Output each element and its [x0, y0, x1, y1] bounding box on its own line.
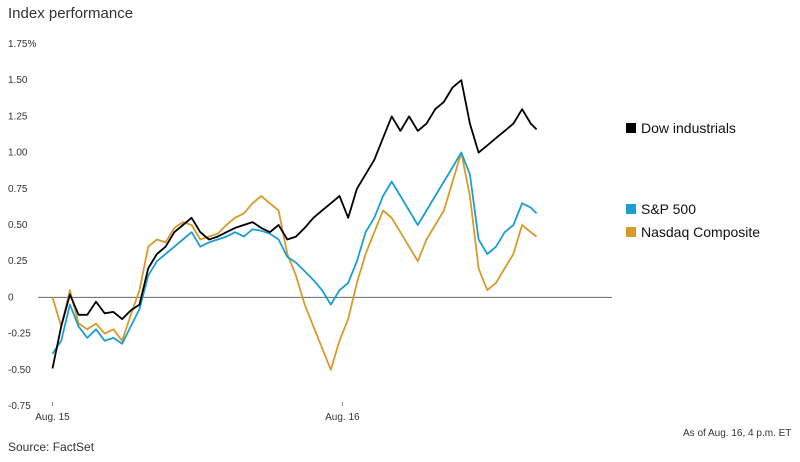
legend-label: Dow industrials [641, 120, 736, 136]
legend-label: S&P 500 [641, 201, 696, 217]
series-lines [51, 79, 538, 371]
as-of-note: As of Aug. 16, 4 p.m. ET [683, 428, 792, 439]
y-axis-ticks: -0.75 -0.50 -0.25 0 0.25 0.50 0.75 1.00 1.25 1.50… [8, 39, 36, 412]
series-line-nasdaq-composite [51, 151, 538, 371]
legend-swatch [626, 227, 636, 237]
y-tick-label: -0.75 [8, 401, 31, 412]
source-note: Source: FactSet [8, 440, 95, 454]
y-tick-label: 0.50 [8, 220, 28, 231]
y-tick-label: 1.00 [8, 148, 28, 159]
legend: Dow industrials S&P 500 Nasdaq Composite [626, 120, 760, 240]
y-tick-label: 1.75% [8, 39, 36, 50]
legend-swatch [626, 123, 636, 133]
series-line-s-p-500 [51, 151, 538, 355]
y-tick-label: 0 [8, 292, 14, 303]
y-tick-label: 0.75 [8, 184, 28, 195]
legend-label: Nasdaq Composite [641, 224, 760, 240]
y-tick-label: 0.25 [8, 256, 28, 267]
series-line-dow-industrials [51, 79, 538, 369]
y-tick-label: 1.50 [8, 75, 28, 86]
y-tick-label: 1.25 [8, 111, 28, 122]
y-tick-label: -0.50 [8, 365, 31, 376]
x-tick-label: Aug. 16 [325, 412, 360, 423]
y-tick-label: -0.25 [8, 329, 31, 340]
legend-swatch [626, 204, 636, 214]
x-tick-label: Aug. 15 [35, 412, 70, 423]
chart-title: Index performance [8, 5, 134, 22]
x-axis-ticks: Aug. 15 Aug. 16 [35, 402, 360, 423]
